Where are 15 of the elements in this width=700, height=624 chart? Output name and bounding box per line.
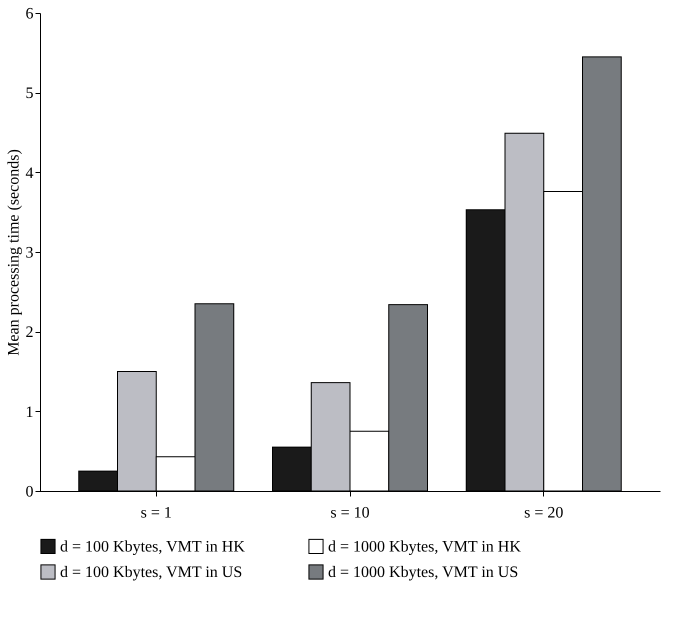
legend-label: d = 1000 Kbytes, VMT in US <box>328 564 518 581</box>
y-axis-title: Mean processing time (seconds) <box>6 149 22 356</box>
y-tick-label: 0 <box>26 484 34 500</box>
y-tick-label: 6 <box>26 6 34 22</box>
x-tick-label: s = 10 <box>330 504 370 522</box>
legend-label: d = 1000 Kbytes, VMT in HK <box>328 538 522 556</box>
y-tick-label: 4 <box>26 164 34 182</box>
x-tick-label: s = 1 <box>140 504 172 522</box>
legend-label: d = 100 Kbytes, VMT in US <box>60 564 242 581</box>
y-tick-label: 5 <box>26 85 34 102</box>
y-tick-label: 2 <box>26 324 34 342</box>
y-tick-label: 3 <box>26 244 34 262</box>
y-tick-label: 1 <box>26 404 34 421</box>
legend-label: d = 100 Kbytes, VMT in HK <box>60 538 246 556</box>
x-tick-label: s = 20 <box>524 504 564 522</box>
